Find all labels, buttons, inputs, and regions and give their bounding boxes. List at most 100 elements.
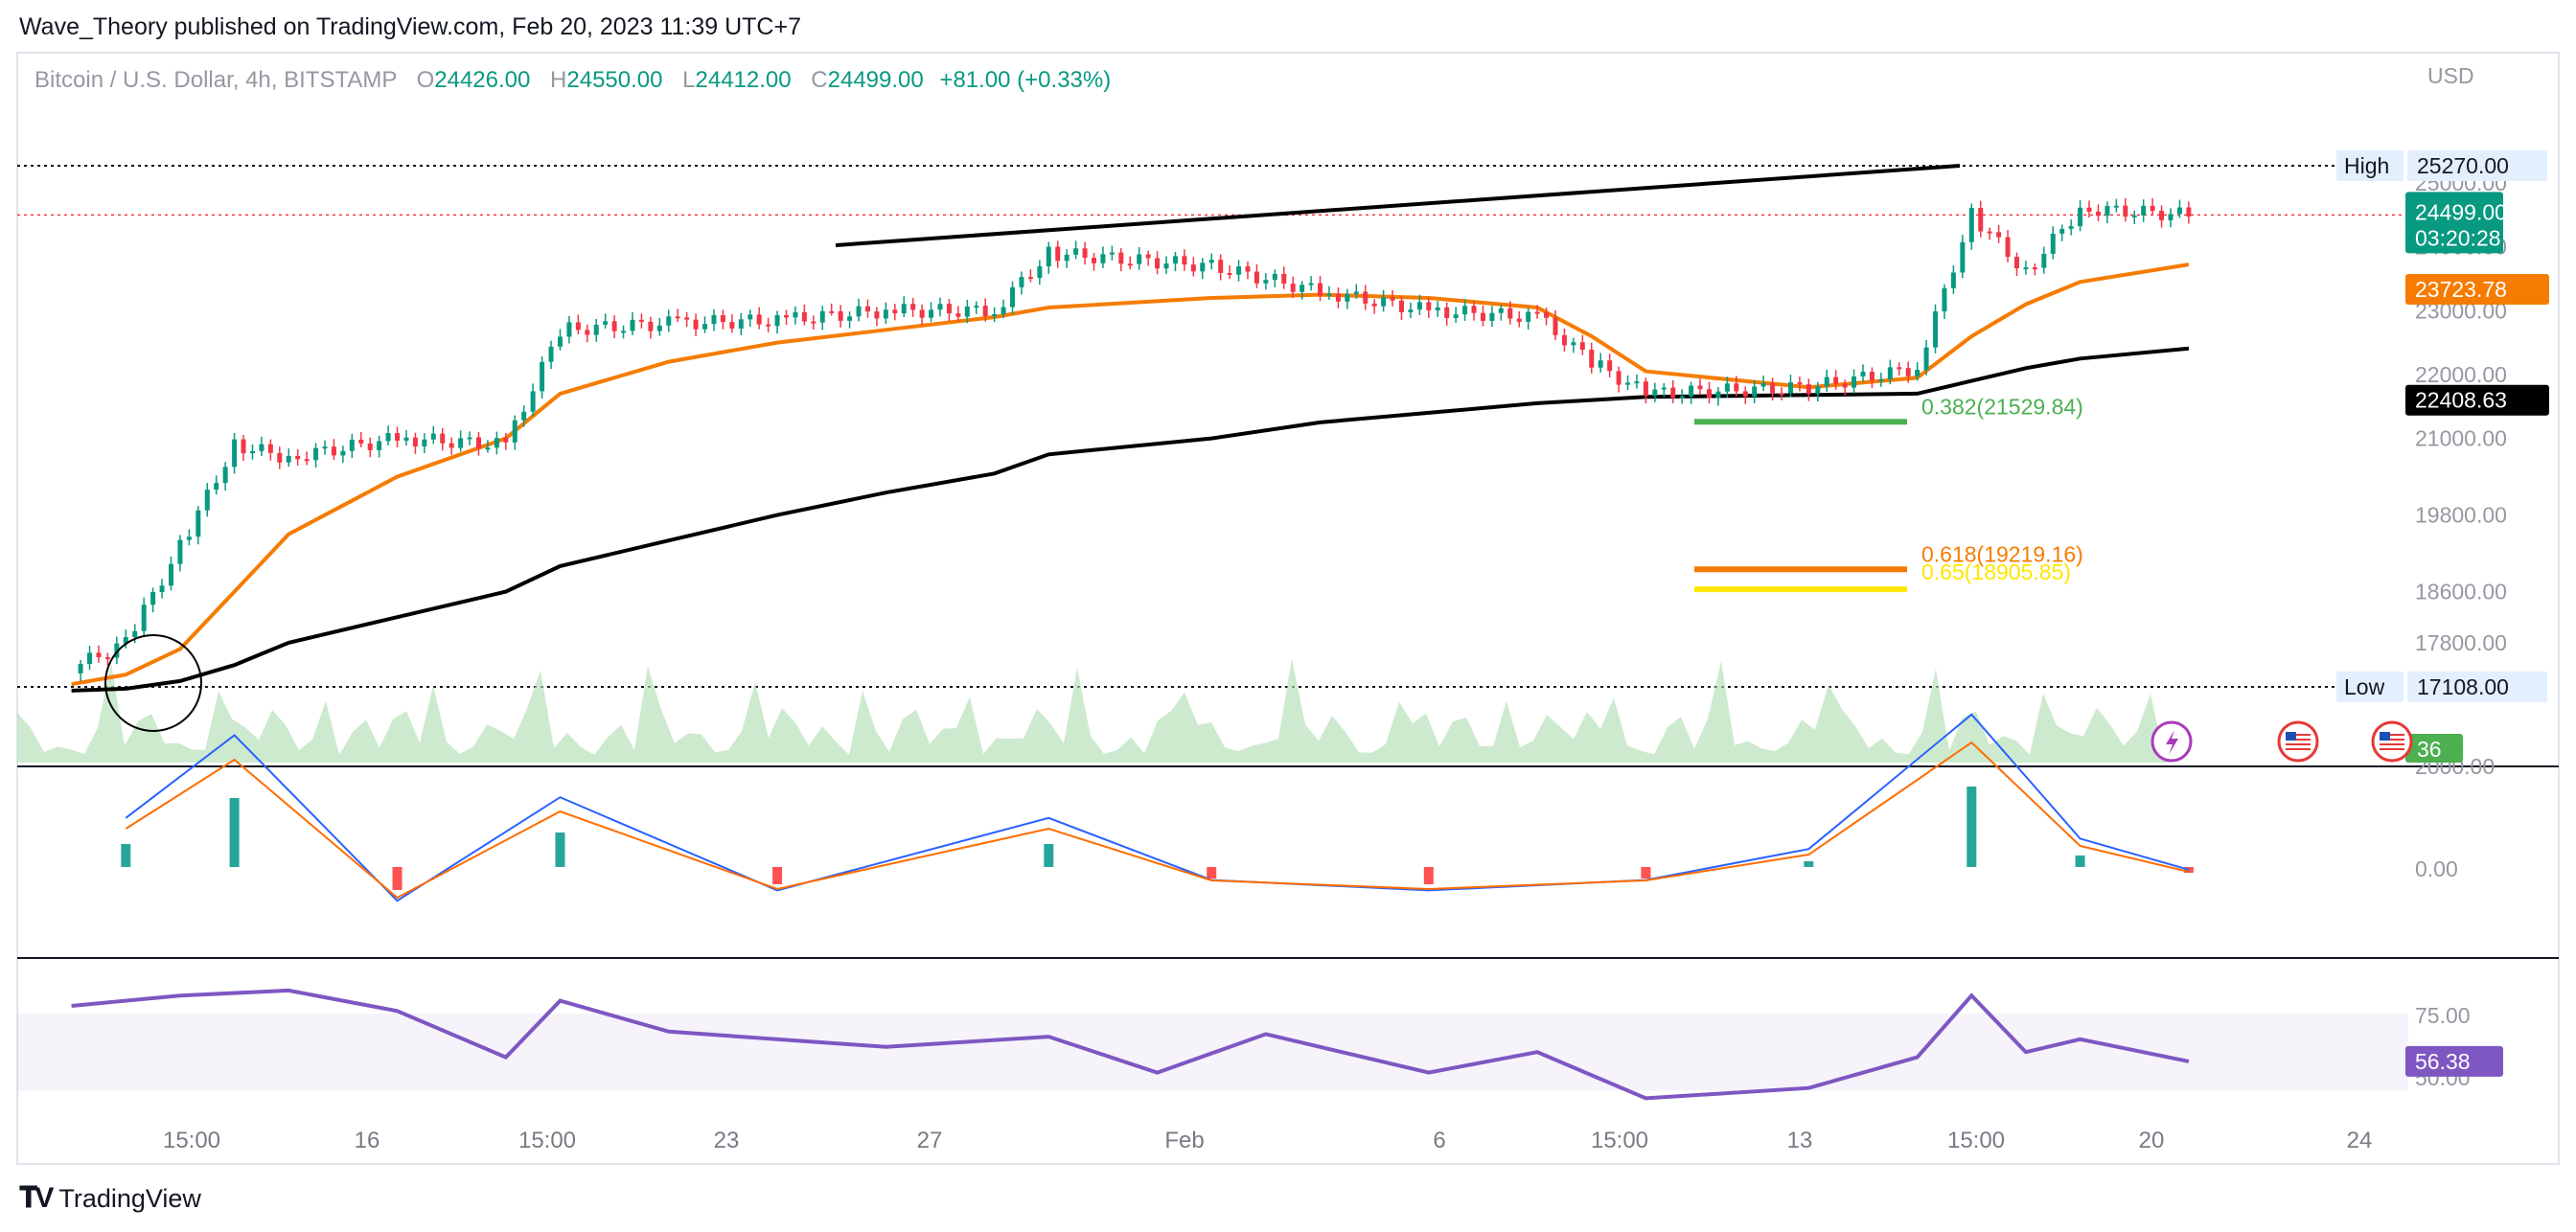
candle-body — [1046, 246, 1051, 267]
candle-body — [946, 304, 952, 314]
candle-body — [1942, 287, 1947, 312]
candle-body — [2159, 211, 2165, 220]
candle-body — [540, 361, 545, 392]
flash-icon[interactable] — [2150, 720, 2193, 763]
close-key: C — [811, 67, 828, 93]
volume-badge-label: 36 — [2417, 737, 2442, 762]
candle-body — [1037, 266, 1043, 279]
candle-body — [2050, 233, 2056, 254]
brand-name: TradingView — [58, 1183, 201, 1213]
candle-body — [1182, 256, 1187, 265]
candle-body — [1190, 264, 1196, 272]
candle-body — [1426, 302, 1432, 310]
fib-0618-label: 0.618(19219.16) — [1921, 541, 2083, 566]
candle-body — [838, 310, 843, 321]
candle-body — [2123, 205, 2128, 217]
candle-body — [2168, 214, 2174, 220]
candle-body — [937, 304, 943, 310]
candle-body — [756, 314, 762, 325]
candle-body — [1127, 263, 1133, 266]
time-tick-label: 15:00 — [163, 1128, 220, 1153]
candle-body — [603, 321, 609, 325]
candle-body — [1245, 266, 1251, 272]
candle-body — [992, 314, 998, 317]
candle-body — [494, 438, 499, 448]
candle-body — [1923, 347, 1929, 371]
fib-0382-label: 0.382(21529.84) — [1921, 394, 2083, 419]
tradingview-logo-icon: 𝐓V — [19, 1182, 54, 1214]
candle-body — [485, 447, 491, 450]
countdown-label: 03:20:28 — [2415, 225, 2501, 250]
candle-body — [1878, 379, 1884, 382]
candle-body — [1589, 350, 1595, 368]
candle-body — [1163, 263, 1169, 269]
macd-histogram-bar — [1423, 867, 1434, 884]
currency-label[interactable]: USD — [2427, 63, 2474, 88]
us-flag-icon[interactable] — [2371, 720, 2413, 763]
candle-body — [1724, 383, 1730, 392]
candle-body — [1697, 385, 1703, 390]
candle-body — [448, 443, 454, 448]
candle-body — [1579, 342, 1585, 351]
candle-body — [123, 637, 128, 644]
open-value: 24426.00 — [434, 67, 531, 93]
candle-body — [793, 311, 798, 318]
candle-body — [1689, 385, 1694, 397]
candle-body — [1290, 284, 1296, 292]
macd-zero-label: 0.00 — [2415, 856, 2458, 881]
time-tick-label: 27 — [917, 1128, 943, 1153]
candle-body — [1027, 277, 1033, 280]
circle-annotation — [104, 634, 202, 732]
candle-body — [1137, 254, 1142, 264]
candle-body — [503, 438, 509, 443]
candle-body — [1833, 376, 1839, 384]
candle-body — [1598, 360, 1603, 368]
candle-body — [702, 324, 708, 330]
candle-body — [530, 391, 536, 412]
rsi-line — [71, 988, 2190, 1101]
candle-body — [1552, 317, 1558, 335]
high-value-bg — [2407, 150, 2547, 181]
candle-body — [222, 467, 228, 484]
candle-body — [422, 439, 427, 447]
candle-body — [1471, 306, 1477, 313]
candle-body — [2095, 211, 2101, 217]
candle-body — [1055, 246, 1061, 262]
candle-body — [1381, 297, 1387, 307]
candle-body — [1824, 376, 1829, 387]
candle-body — [1172, 256, 1178, 264]
price-tick-label: 17800.00 — [2415, 630, 2507, 655]
candle-body — [2086, 207, 2092, 212]
us-flag-icon-ring — [2277, 720, 2319, 763]
last-price-label: 24499.00 — [2415, 199, 2507, 224]
candle-body — [1968, 208, 1974, 242]
candle-body — [630, 319, 635, 331]
candle-body — [1318, 283, 1323, 296]
candle-body — [1435, 307, 1440, 310]
candle-body — [1000, 307, 1006, 315]
candle-body — [1760, 382, 1766, 387]
time-tick-label: 23 — [714, 1128, 740, 1153]
high-tag-label: High — [2344, 153, 2389, 178]
time-tick-label: 15:00 — [1591, 1128, 1648, 1153]
symbol-title[interactable]: Bitcoin / U.S. Dollar, 4h, BITSTAMP — [34, 67, 397, 93]
us-flag-icon[interactable] — [2277, 720, 2319, 763]
candle-body — [2131, 215, 2137, 217]
candle-body — [1326, 293, 1332, 296]
rsi-value-badge — [2405, 1045, 2503, 1077]
macd-histogram-bar — [1641, 867, 1651, 878]
brand-footer[interactable]: 𝐓V TradingView — [19, 1182, 201, 1215]
candle-body — [1625, 382, 1631, 385]
candle-body — [1707, 389, 1712, 399]
candle-body — [331, 446, 336, 456]
macd-histogram-bar — [229, 798, 240, 867]
candle-body — [1544, 312, 1550, 318]
candle-body — [186, 536, 192, 540]
candle-body — [2014, 257, 2019, 269]
candle-body — [819, 310, 825, 323]
candle-body — [1787, 382, 1793, 394]
candle-body — [1010, 286, 1016, 308]
candle-body — [467, 437, 472, 440]
candle-body — [196, 510, 201, 537]
